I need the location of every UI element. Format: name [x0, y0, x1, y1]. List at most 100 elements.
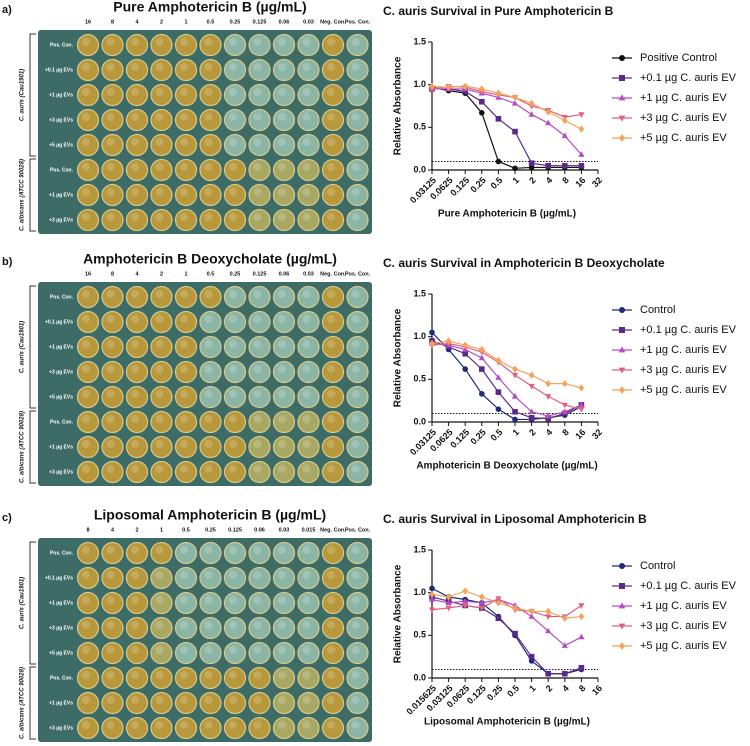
column-label: 1 [184, 19, 187, 25]
well [76, 666, 100, 690]
well-highlight [302, 621, 311, 629]
well [125, 616, 149, 640]
x-tick-label: 0.5 [505, 683, 521, 699]
well [297, 108, 320, 132]
well [150, 310, 173, 334]
data-point [462, 88, 468, 95]
legend-marker [618, 346, 626, 353]
well [248, 410, 271, 434]
well-highlight [351, 63, 360, 71]
well-highlight [106, 63, 115, 71]
well-highlight [131, 188, 139, 196]
well [101, 410, 124, 434]
chart: C. auris Survival in Liposomal Amphoteri… [383, 512, 737, 727]
well [174, 108, 198, 132]
well [346, 360, 369, 384]
well [297, 591, 320, 615]
well [125, 133, 149, 157]
data-point [528, 371, 535, 379]
data-point [479, 391, 485, 397]
well-highlight [106, 671, 115, 679]
column-label: 1 [160, 527, 163, 533]
well [346, 541, 369, 565]
well-highlight [351, 390, 360, 398]
well [174, 566, 198, 590]
well [76, 83, 100, 107]
data-point [562, 379, 568, 388]
data-point [429, 585, 435, 592]
well-highlight [351, 113, 360, 121]
well [248, 641, 271, 665]
well [199, 83, 222, 107]
column-label: 0.125 [253, 271, 267, 277]
well-highlight [302, 646, 311, 654]
well [76, 133, 100, 157]
well [101, 460, 124, 484]
row-label: +0.1 µg EVs [45, 67, 73, 73]
y-axis-label: Relative Absorbance [393, 564, 404, 663]
well-highlight [82, 696, 90, 704]
well [346, 310, 369, 334]
well [272, 310, 296, 334]
well [321, 641, 345, 665]
x-tick-label: 1 [510, 175, 521, 186]
column-label: 0.03 [303, 19, 314, 25]
well-highlight [327, 290, 335, 298]
well-highlight [180, 63, 188, 71]
row-label: +1 µg EVs [49, 344, 73, 350]
well [346, 460, 369, 484]
well-highlight [106, 415, 115, 423]
well-highlight [253, 163, 262, 171]
well-highlight [204, 621, 213, 629]
column-label: 0.015 [302, 527, 316, 533]
well-highlight [155, 646, 164, 654]
row-label: +3 µg EVs [49, 469, 73, 475]
x-tick-label: 0.25 [485, 683, 504, 702]
well-highlight [327, 440, 335, 448]
well [76, 360, 100, 384]
column-label: 1 [184, 271, 187, 277]
well [174, 360, 198, 384]
well-highlight [229, 365, 237, 373]
well-highlight [253, 696, 262, 704]
well-highlight [253, 621, 262, 629]
well-highlight [302, 63, 311, 71]
well-highlight [82, 571, 90, 579]
well-highlight [351, 696, 360, 704]
well-highlight [155, 340, 164, 348]
row-label: Pos. Con. [50, 550, 74, 556]
well [346, 616, 369, 640]
plate-photo [38, 538, 372, 742]
well [174, 133, 198, 157]
well-highlight [302, 290, 311, 298]
well-highlight [131, 138, 139, 146]
group-bracket [29, 666, 36, 740]
data-point [512, 408, 518, 415]
well [321, 183, 345, 207]
well-highlight [82, 671, 90, 679]
well [125, 335, 149, 359]
well-highlight [106, 188, 115, 196]
well-highlight [155, 571, 164, 579]
group-bracket [29, 158, 36, 232]
well [297, 58, 320, 82]
well [346, 716, 369, 740]
well [272, 83, 296, 107]
well-highlight [302, 671, 311, 679]
well [346, 666, 369, 690]
well-highlight [106, 546, 115, 554]
well-highlight [229, 571, 237, 579]
well [199, 335, 222, 359]
well-highlight [253, 721, 262, 729]
row-label: +1 µg EVs [49, 192, 73, 198]
well [321, 460, 345, 484]
well-highlight [253, 390, 262, 398]
legend-marker [619, 307, 625, 313]
well-highlight [278, 440, 286, 448]
well [223, 158, 247, 182]
data-point [578, 633, 585, 640]
column-label: 16 [85, 19, 91, 25]
row-label: +5 µg EVs [49, 394, 73, 400]
row-label: Pos. Con. [50, 294, 74, 300]
well [174, 310, 198, 334]
